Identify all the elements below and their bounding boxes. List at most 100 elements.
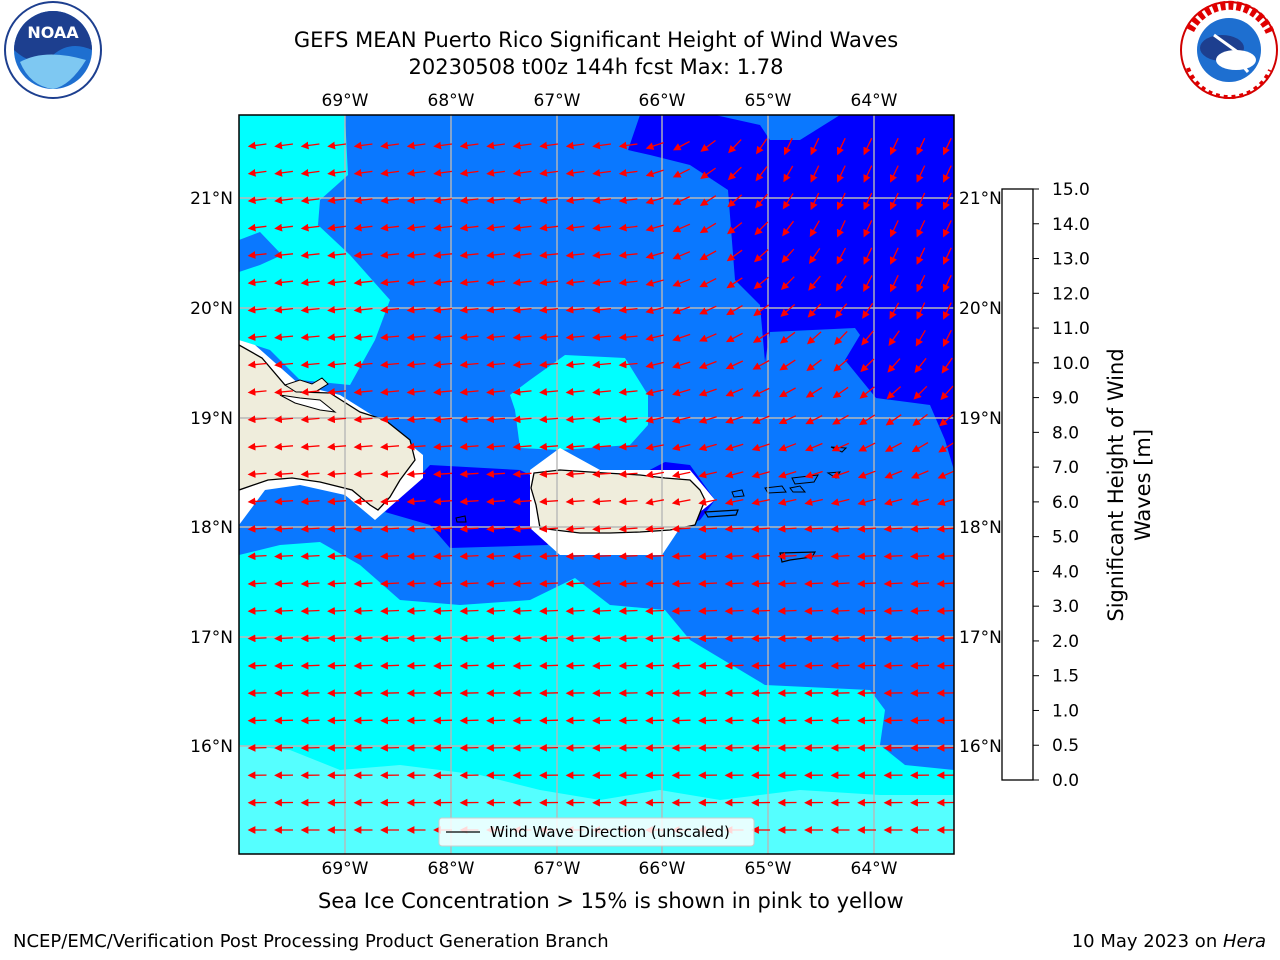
wind-arrow	[433, 552, 453, 561]
wind-arrow	[804, 579, 824, 588]
lat-label-left: 17°N	[190, 628, 233, 648]
map-frame	[238, 114, 955, 855]
wind-arrow	[380, 442, 400, 451]
wind-arrow	[565, 196, 585, 205]
wind-arrow	[883, 634, 903, 643]
wind-arrow	[671, 416, 691, 424]
wind-arrow	[778, 415, 797, 425]
wind-arrow	[858, 414, 876, 426]
wind-arrow	[618, 552, 638, 561]
colorbar-tick-label: 7.0	[1052, 458, 1079, 478]
wind-arrow	[724, 552, 744, 561]
wind-arrow	[912, 413, 928, 426]
wind-arrow	[830, 552, 850, 561]
wind-arrow	[274, 305, 294, 314]
wind-arrow	[777, 524, 797, 533]
wind-arrow	[910, 579, 930, 588]
wind-arrow	[274, 278, 294, 287]
wind-arrow	[274, 607, 294, 615]
wind-arrow	[433, 360, 453, 369]
wind-arrow	[380, 278, 400, 287]
lat-label-right: 17°N	[959, 628, 1002, 648]
wind-arrow	[724, 661, 744, 670]
wind-arrow	[942, 137, 952, 156]
wind-arrow	[916, 220, 926, 238]
footer-date: 10 May 2023 on Hera	[1072, 931, 1266, 952]
wind-arrow	[512, 552, 532, 561]
wind-arrow	[327, 661, 347, 670]
wind-arrow	[247, 442, 267, 451]
wind-arrow	[671, 498, 691, 506]
wind-arrow	[539, 470, 559, 478]
wind-arrow	[433, 388, 453, 396]
wind-arrow	[862, 302, 874, 319]
wind-arrow	[459, 251, 479, 259]
wave-band-0-0.5-northeast	[628, 115, 954, 470]
left-latitude-labels: 21°N 20°N 19°N 18°N 17°N 16°N	[190, 189, 233, 757]
wind-arrow	[274, 634, 294, 643]
colorbar-tick-label: 15.0	[1052, 180, 1090, 200]
wind-arrow	[406, 579, 426, 588]
lat-label-left: 21°N	[190, 189, 233, 209]
wind-arrow	[433, 442, 453, 451]
wind-arrow	[672, 168, 690, 178]
wind-arrow	[725, 332, 743, 343]
wind-arrow	[486, 251, 506, 259]
wind-arrow	[805, 387, 823, 398]
wind-arrow	[247, 470, 267, 478]
wind-arrow	[327, 223, 346, 232]
wind-arrow	[247, 661, 267, 670]
wind-arrow	[300, 223, 320, 232]
footer-machine: Hera	[1222, 931, 1266, 952]
wind-arrow	[645, 196, 664, 205]
wind-arrow	[806, 331, 822, 345]
wind-arrow	[565, 251, 585, 259]
wind-arrow	[327, 333, 347, 342]
wind-arrow	[913, 385, 928, 400]
wind-arrow	[327, 579, 347, 588]
wind-arrow	[645, 333, 664, 342]
wind-arrow	[327, 524, 347, 533]
wind-arrow	[592, 388, 612, 396]
wind-arrow	[380, 524, 400, 533]
wind-arrow	[274, 141, 293, 150]
wind-arrow	[916, 137, 926, 156]
wind-arrow	[699, 278, 717, 288]
wind-arrow	[618, 223, 638, 232]
wind-arrow	[406, 634, 426, 643]
wind-arrow	[327, 251, 347, 259]
wind-arrow	[486, 333, 506, 342]
wind-arrow	[565, 305, 585, 314]
wind-arrow	[353, 415, 373, 424]
wind-arrow	[752, 415, 770, 424]
wind-arrow	[618, 524, 638, 533]
wind-arrow	[353, 661, 373, 670]
wind-arrow	[512, 607, 532, 615]
wind-arrow	[671, 661, 691, 670]
wind-arrow	[327, 196, 346, 205]
wind-arrow	[916, 165, 926, 183]
wind-arrow	[247, 607, 267, 615]
wind-arrow	[592, 579, 612, 588]
chart-title: GEFS MEAN Puerto Rico Significant Height…	[293, 28, 899, 52]
wind-arrow	[618, 415, 638, 424]
wind-arrow	[618, 442, 638, 451]
wind-arrow	[699, 250, 717, 261]
wind-arrow	[672, 223, 691, 233]
wind-arrow	[433, 634, 453, 643]
wind-arrow	[592, 333, 612, 342]
wind-arrow	[565, 415, 585, 424]
wind-arrow	[247, 305, 267, 314]
wind-arrow	[300, 278, 320, 287]
wind-arrow	[700, 139, 716, 152]
wind-arrow	[565, 579, 585, 588]
wind-arrow	[247, 497, 267, 506]
wind-arrow	[755, 193, 768, 209]
wind-arrow	[751, 552, 771, 561]
colorbar-ticks: 0.0 0.5 1.0 1.5 2.0 3.0 4.0 5.0 6.0 7.0 8.0 9.0 10.0…	[1033, 180, 1090, 791]
wind-arrow	[539, 579, 559, 588]
wind-arrow	[433, 524, 453, 533]
footer-credit: NCEP/EMC/Verification Post Processing Pr…	[13, 931, 609, 952]
wind-arrow	[486, 661, 506, 670]
wind-arrow	[459, 196, 479, 205]
